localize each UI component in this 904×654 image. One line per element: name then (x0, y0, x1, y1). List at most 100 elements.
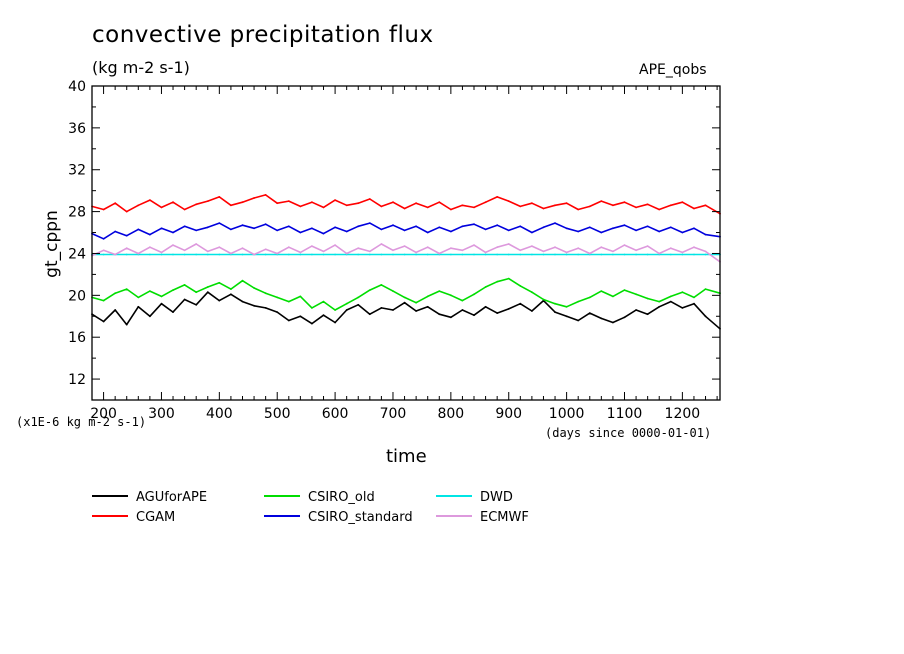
data-point (392, 201, 394, 204)
data-point (461, 249, 464, 252)
data-point (646, 253, 649, 256)
data-point (345, 309, 348, 311)
data-point (392, 290, 394, 292)
data-point (368, 250, 371, 253)
chart-subtitle: (kg m-2 s-1) (92, 58, 190, 77)
y-tick-label: 28 (68, 205, 86, 221)
data-point (264, 292, 267, 295)
data-point (658, 252, 661, 255)
data-point (403, 207, 406, 210)
data-point (276, 252, 279, 255)
data-point (287, 253, 290, 256)
data-point (438, 313, 441, 316)
data-point (137, 252, 140, 255)
data-point (311, 227, 313, 230)
data-point (218, 196, 221, 198)
data-point (600, 253, 603, 256)
data-point (380, 228, 383, 231)
data-point (149, 253, 151, 256)
data-point (565, 251, 568, 254)
data-point (426, 305, 429, 308)
data-point (635, 253, 637, 256)
data-point (681, 307, 684, 309)
data-point (681, 291, 684, 294)
data-point (704, 233, 707, 236)
data-point (635, 293, 637, 296)
data-point (704, 250, 707, 253)
data-point (403, 296, 406, 299)
data-point (484, 251, 487, 254)
data-point (426, 295, 429, 298)
data-point (241, 300, 244, 303)
x-tick-label: 200 (90, 406, 117, 422)
data-point (577, 319, 580, 322)
data-point (172, 231, 174, 234)
data-point (704, 315, 707, 318)
data-point (311, 322, 313, 325)
data-point (473, 223, 475, 226)
x-tick-label: 300 (148, 406, 175, 422)
data-point (206, 291, 209, 294)
data-point (160, 251, 163, 254)
data-point (311, 201, 313, 204)
plot-frame (91, 85, 721, 401)
data-point (299, 295, 302, 298)
data-point (623, 224, 626, 227)
data-point (357, 202, 360, 205)
data-point (206, 253, 209, 256)
data-point (287, 225, 290, 228)
data-point (646, 203, 649, 206)
y-tick-label: 36 (68, 121, 86, 137)
data-point (357, 296, 360, 299)
data-point (612, 295, 614, 298)
data-point (484, 253, 487, 256)
data-point (612, 250, 614, 253)
data-point (368, 289, 371, 291)
data-point (426, 231, 429, 234)
data-point (253, 197, 256, 199)
data-point (149, 233, 151, 236)
data-point (183, 298, 186, 301)
data-point (403, 253, 406, 256)
data-point (149, 290, 151, 292)
data-point (276, 311, 279, 313)
series-line-csiro_old (91, 277, 721, 311)
data-point (276, 229, 279, 232)
data-point (450, 253, 452, 256)
legend-label: ECMWF (480, 510, 529, 525)
data-point (218, 281, 221, 284)
data-point (368, 313, 371, 316)
data-point (264, 248, 267, 251)
data-point (345, 252, 348, 255)
data-point (600, 231, 603, 234)
data-point (114, 309, 117, 311)
data-point (102, 320, 105, 323)
data-point (554, 302, 556, 305)
data-point (658, 300, 661, 303)
data-point (531, 310, 533, 312)
data-point (542, 207, 545, 210)
data-point (519, 205, 522, 208)
data-point (450, 230, 452, 233)
data-point (230, 204, 232, 207)
data-point (681, 253, 684, 256)
data-point (299, 251, 302, 254)
data-point (704, 253, 707, 256)
data-point (565, 227, 568, 230)
data-point (588, 296, 591, 299)
data-point (218, 253, 221, 256)
x-tick-label: 1100 (607, 406, 643, 422)
series-layer (91, 194, 721, 330)
data-point (588, 312, 591, 314)
legend-label: CSIRO_standard (308, 510, 413, 525)
data-point (519, 253, 522, 256)
data-point (149, 246, 151, 249)
data-point (704, 288, 707, 290)
data-point (287, 319, 290, 322)
data-point (357, 303, 360, 306)
data-point (276, 202, 279, 205)
data-point (658, 230, 661, 233)
data-point (426, 246, 429, 249)
data-point (519, 225, 522, 228)
data-point (195, 303, 198, 306)
